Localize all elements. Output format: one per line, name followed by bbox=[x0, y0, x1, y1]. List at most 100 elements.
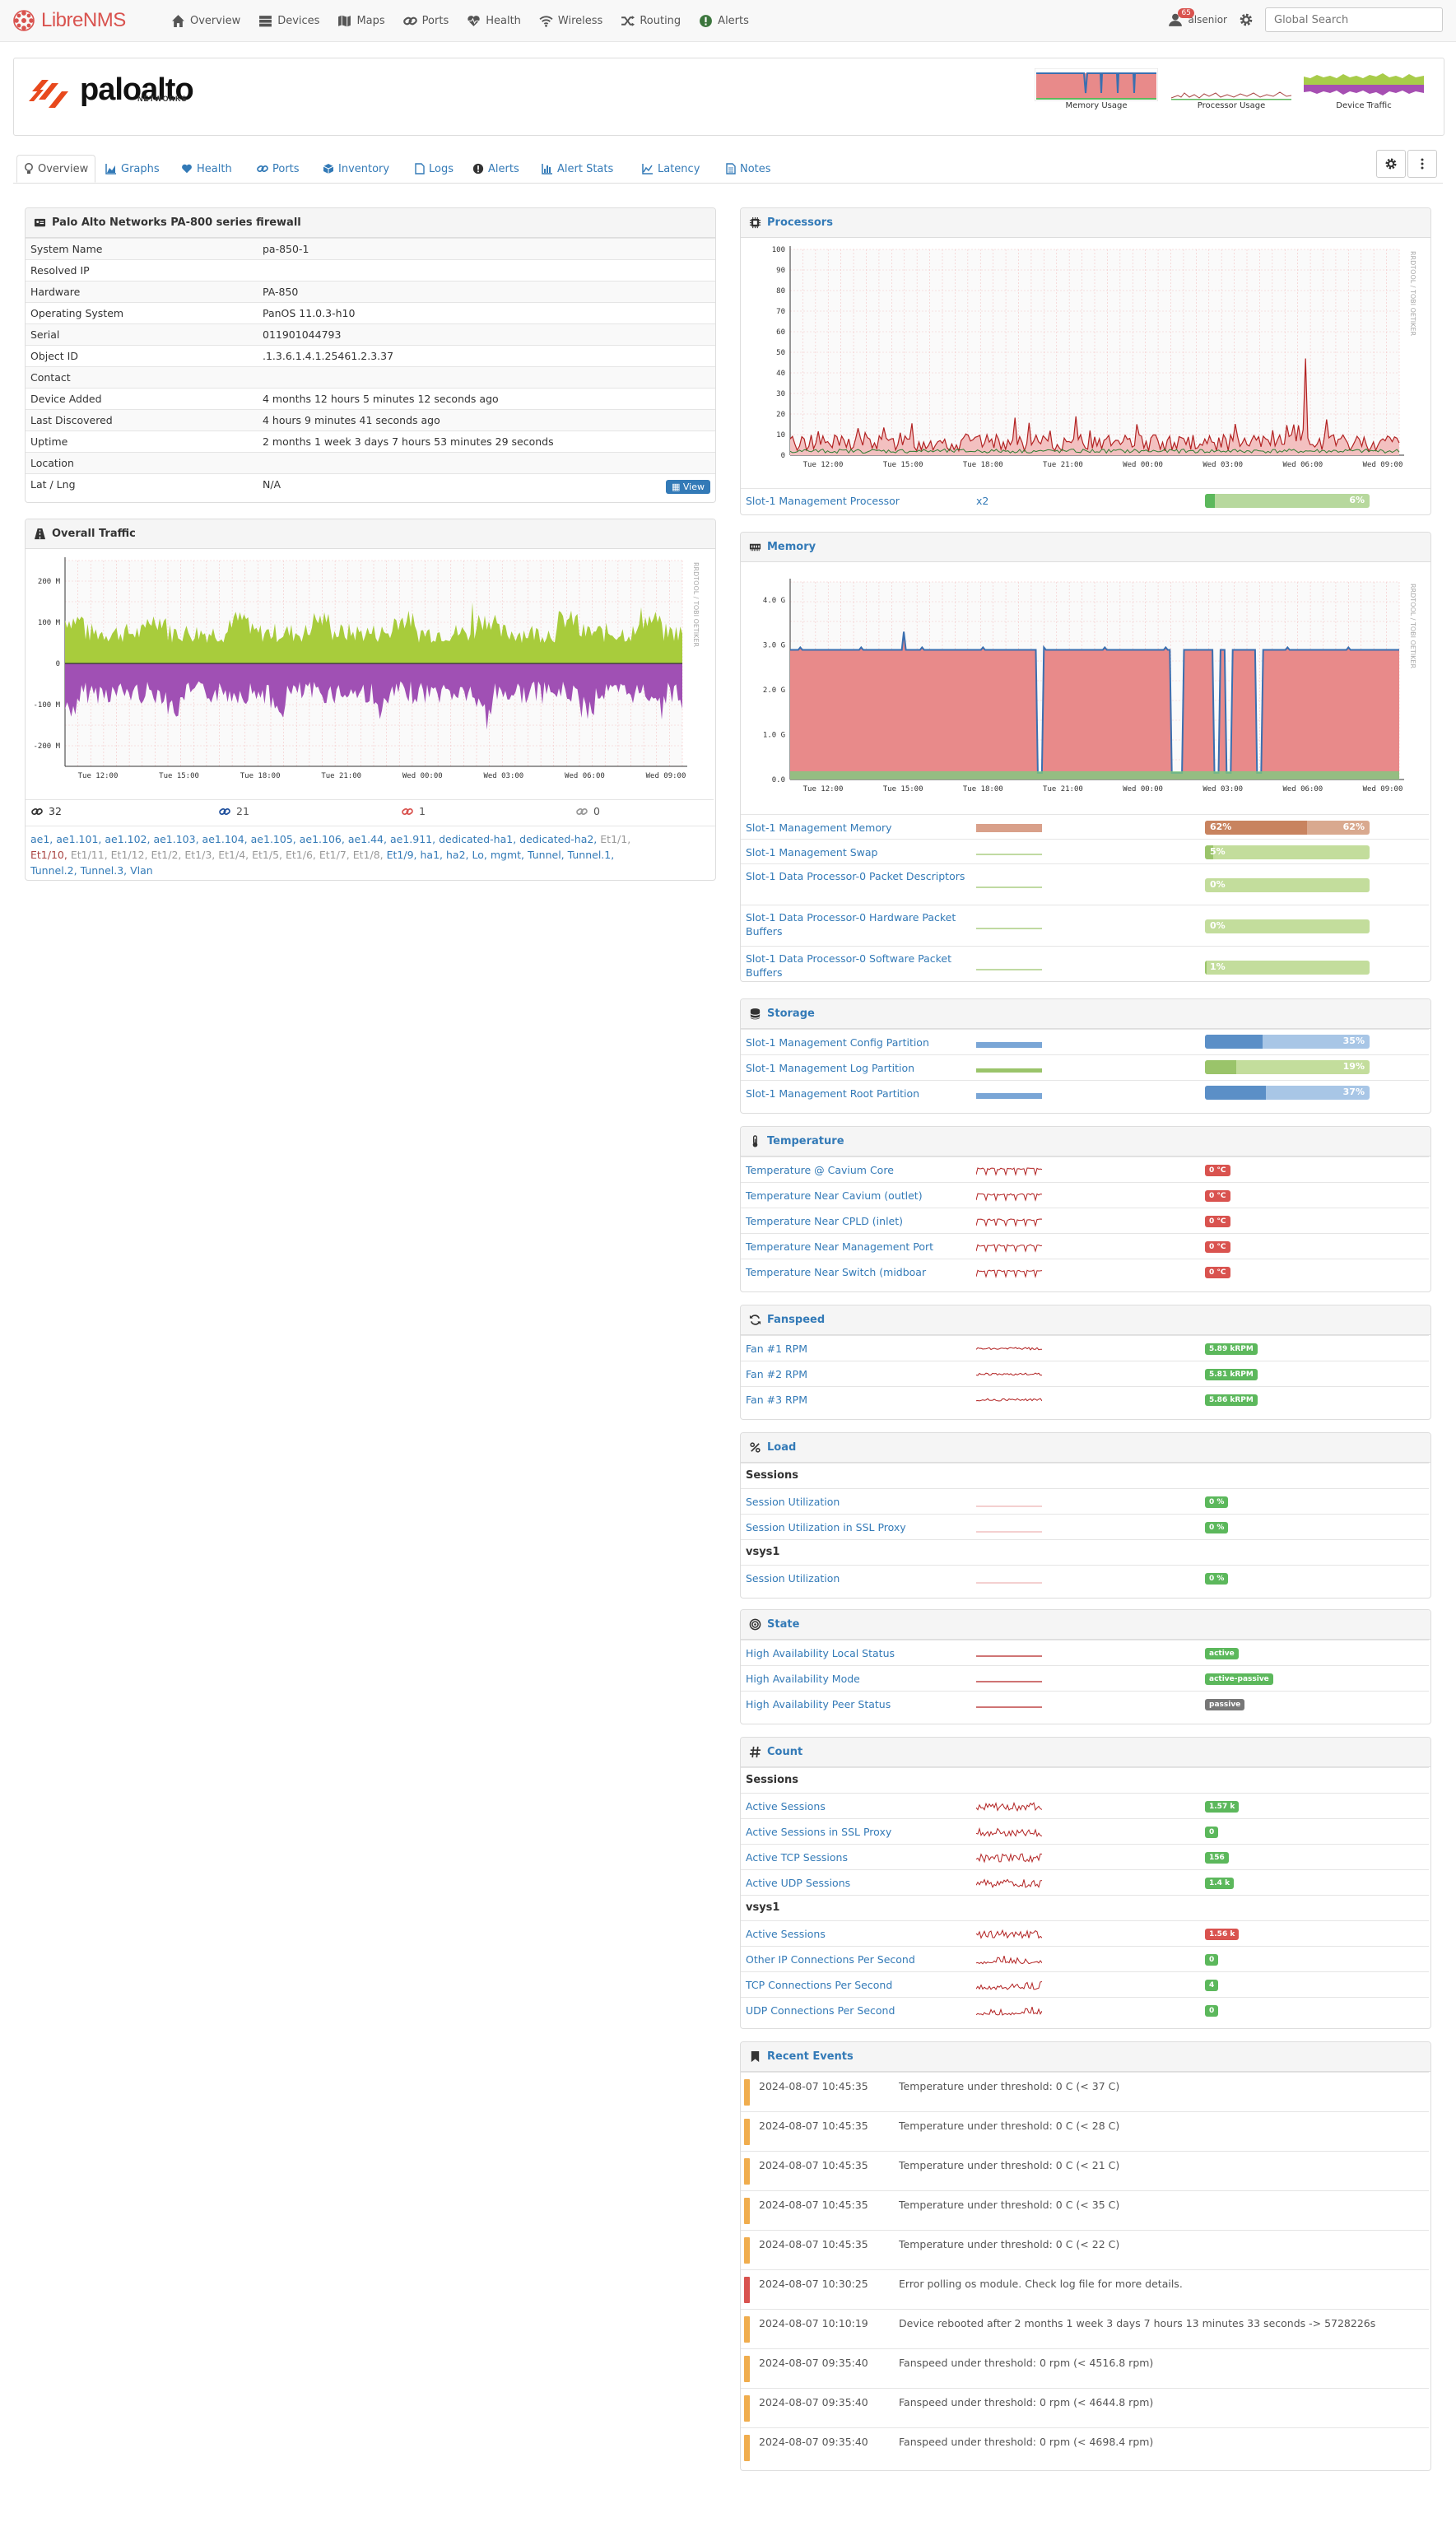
sensor-name[interactable]: Temperature Near Management Port bbox=[746, 1240, 934, 1253]
tab-inventory[interactable]: Inventory bbox=[316, 155, 396, 183]
port-link[interactable]: ae1.101, bbox=[56, 833, 102, 845]
device-settings-button[interactable] bbox=[1376, 150, 1406, 178]
sensor-row[interactable]: Slot-1 Management Swap 5% bbox=[741, 839, 1429, 863]
events-header[interactable]: Recent Events bbox=[741, 2042, 1430, 2072]
fanspeed-header[interactable]: Fanspeed bbox=[741, 1305, 1430, 1335]
tab-notes[interactable]: Notes bbox=[719, 155, 778, 183]
sensor-row[interactable]: Temperature Near Cavium (outlet) 0 °C bbox=[741, 1182, 1429, 1208]
port-link[interactable]: ae1.106, bbox=[299, 833, 345, 845]
load-header[interactable]: Load bbox=[741, 1433, 1430, 1463]
view-location-button[interactable]: ▦ View bbox=[665, 480, 710, 494]
tab-logs[interactable]: Logs bbox=[408, 155, 460, 183]
sensor-row[interactable]: Active UDP Sessions 1.4 k bbox=[741, 1869, 1429, 1895]
port-link[interactable]: Et1/5, bbox=[252, 849, 282, 861]
sensor-row[interactable]: TCP Connections Per Second 4 bbox=[741, 1971, 1429, 1997]
nav-alerts[interactable]: Alerts bbox=[699, 14, 749, 28]
sensor-row[interactable]: Temperature @ Cavium Core 0 °C bbox=[741, 1156, 1429, 1182]
event-row[interactable]: 2024-08-07 09:35:40 Fanspeed under thresh… bbox=[741, 2348, 1429, 2388]
sensor-row[interactable]: High Availability Peer Status passive bbox=[741, 1691, 1429, 1716]
sensor-name[interactable]: Temperature Near Switch (midboar bbox=[746, 1266, 927, 1278]
sensor-name[interactable]: Session Utilization bbox=[746, 1496, 840, 1508]
port-link[interactable]: ae1.104, bbox=[202, 833, 248, 845]
sensor-row[interactable]: Slot-1 Data Processor-0 Software Packet … bbox=[741, 946, 1429, 981]
sensor-row[interactable]: Active TCP Sessions 156 bbox=[741, 1844, 1429, 1869]
ports-up[interactable]: 21 bbox=[218, 805, 249, 817]
storage-header[interactable]: Storage bbox=[741, 999, 1430, 1029]
nav-maps[interactable]: Maps bbox=[337, 14, 385, 28]
sensor-row[interactable]: Active Sessions in SSL Proxy 0 bbox=[741, 1818, 1429, 1844]
sensor-row[interactable]: Active Sessions 1.56 k bbox=[741, 1920, 1429, 1946]
mini-graph-processor[interactable]: Processor Usage bbox=[1170, 68, 1293, 110]
processor-name[interactable]: Slot-1 Management Processor bbox=[746, 495, 900, 507]
sensor-row[interactable]: High Availability Mode active-passive bbox=[741, 1665, 1429, 1691]
sensor-row[interactable]: Slot-1 Management Memory 62% 62% bbox=[741, 814, 1429, 839]
sensor-name[interactable]: Fan #2 RPM bbox=[746, 1368, 808, 1380]
port-link[interactable]: Tunnel.1, bbox=[567, 849, 615, 861]
memory-chart[interactable]: 4.0 G 3.0 G 2.0 G 1.0 G 0.0 Tue 12:00 Tue 15:0… bbox=[741, 565, 1429, 812]
sensor-name[interactable]: Temperature Near Cavium (outlet) bbox=[746, 1189, 923, 1202]
event-row[interactable]: 2024-08-07 10:45:35 Temperature under thr… bbox=[741, 2072, 1429, 2111]
nav-overview[interactable]: Overview bbox=[171, 14, 240, 28]
sensor-name[interactable]: Slot-1 Data Processor-0 Packet Descripto… bbox=[746, 870, 965, 882]
event-row[interactable]: 2024-08-07 10:45:35 Temperature under thr… bbox=[741, 2190, 1429, 2230]
sensor-row[interactable]: Session Utilization in SSL Proxy 0 % bbox=[741, 1514, 1429, 1539]
port-link[interactable]: Et1/10, bbox=[30, 849, 67, 861]
ports-total[interactable]: 32 bbox=[30, 805, 62, 817]
port-link[interactable]: Et1/11, bbox=[70, 849, 108, 861]
mini-graph-traffic[interactable]: Device Traffic bbox=[1302, 68, 1426, 110]
port-link[interactable]: Lo, bbox=[472, 849, 487, 861]
sensor-name[interactable]: Slot-1 Management Log Partition bbox=[746, 1062, 915, 1074]
sensor-row[interactable]: Slot-1 Data Processor-0 Hardware Packet … bbox=[741, 905, 1429, 946]
sensor-row[interactable]: Temperature Near Switch (midboar 0 °C bbox=[741, 1259, 1429, 1284]
sensor-name[interactable]: Slot-1 Management Root Partition bbox=[746, 1087, 920, 1100]
sensor-row[interactable]: Slot-1 Data Processor-0 Packet Descripto… bbox=[741, 863, 1429, 905]
tab-health[interactable]: Health bbox=[174, 155, 239, 183]
sensor-name[interactable]: Slot-1 Data Processor-0 Software Packet … bbox=[746, 952, 952, 979]
port-link[interactable]: ae1.103, bbox=[153, 833, 199, 845]
sensor-row[interactable]: Slot-1 Management Root Partition 37% bbox=[741, 1080, 1429, 1105]
sensor-name[interactable]: Slot-1 Data Processor-0 Hardware Packet … bbox=[746, 911, 956, 938]
port-link[interactable]: ae1.102, bbox=[105, 833, 151, 845]
global-search-input[interactable] bbox=[1265, 7, 1443, 32]
port-link[interactable]: dedicated-ha2, bbox=[519, 833, 598, 845]
state-header[interactable]: State bbox=[741, 1610, 1430, 1640]
port-link[interactable]: Et1/12, bbox=[110, 849, 148, 861]
port-link[interactable]: Et1/9, bbox=[386, 849, 417, 861]
sensor-row[interactable]: Temperature Near Management Port 0 °C bbox=[741, 1233, 1429, 1259]
sensor-row[interactable]: Slot-1 Management Config Partition 35% bbox=[741, 1029, 1429, 1054]
ports-disabled[interactable]: 0 bbox=[575, 805, 600, 817]
port-link[interactable]: Et1/4, bbox=[218, 849, 249, 861]
device-more-button[interactable] bbox=[1407, 150, 1437, 178]
sensor-name[interactable]: Temperature Near CPLD (inlet) bbox=[746, 1215, 904, 1227]
tab-alerts[interactable]: Alerts bbox=[466, 155, 526, 183]
sensor-row[interactable]: Active Sessions 1.57 k bbox=[741, 1793, 1429, 1818]
port-link[interactable]: ae1.105, bbox=[250, 833, 296, 845]
sensor-name[interactable]: Active TCP Sessions bbox=[746, 1851, 848, 1864]
tab-ports[interactable]: Ports bbox=[250, 155, 306, 183]
brand-logo[interactable]: LibreNMS bbox=[12, 8, 126, 33]
event-row[interactable]: 2024-08-07 10:45:35 Temperature under thr… bbox=[741, 2151, 1429, 2190]
nav-devices[interactable]: Devices bbox=[258, 14, 319, 28]
sensor-name[interactable]: Active UDP Sessions bbox=[746, 1877, 851, 1889]
event-row[interactable]: 2024-08-07 10:10:19 Device rebooted after… bbox=[741, 2309, 1429, 2348]
port-link[interactable]: Tunnel, bbox=[528, 849, 565, 861]
port-link[interactable]: ha2, bbox=[445, 849, 469, 861]
temperature-header[interactable]: Temperature bbox=[741, 1127, 1430, 1156]
sensor-row[interactable]: Temperature Near CPLD (inlet) 0 °C bbox=[741, 1208, 1429, 1233]
sensor-row[interactable]: Fan #2 RPM 5.81 kRPM bbox=[741, 1361, 1429, 1386]
event-row[interactable]: 2024-08-07 09:35:40 Fanspeed under thresh… bbox=[741, 2388, 1429, 2427]
port-link[interactable]: Et1/7, bbox=[319, 849, 350, 861]
port-link[interactable]: ae1.44, bbox=[347, 833, 387, 845]
sensor-row[interactable]: Fan #3 RPM 5.86 kRPM bbox=[741, 1386, 1429, 1412]
port-link[interactable]: ae1, bbox=[30, 833, 53, 845]
nav-health[interactable]: Health bbox=[467, 14, 521, 28]
sensor-name[interactable]: Other IP Connections Per Second bbox=[746, 1953, 915, 1966]
sensor-name[interactable]: Active Sessions bbox=[746, 1800, 826, 1813]
event-row[interactable]: 2024-08-07 10:45:35 Temperature under thr… bbox=[741, 2111, 1429, 2151]
sensor-name[interactable]: Temperature @ Cavium Core bbox=[746, 1164, 894, 1176]
port-link[interactable]: Tunnel.2, bbox=[30, 864, 77, 877]
sensor-row[interactable]: UDP Connections Per Second 0 bbox=[741, 1997, 1429, 2022]
memory-header[interactable]: Memory bbox=[741, 533, 1430, 562]
event-row[interactable]: 2024-08-07 09:35:40 Fanspeed under thresh… bbox=[741, 2427, 1429, 2467]
processors-header[interactable]: Processors bbox=[741, 208, 1430, 238]
